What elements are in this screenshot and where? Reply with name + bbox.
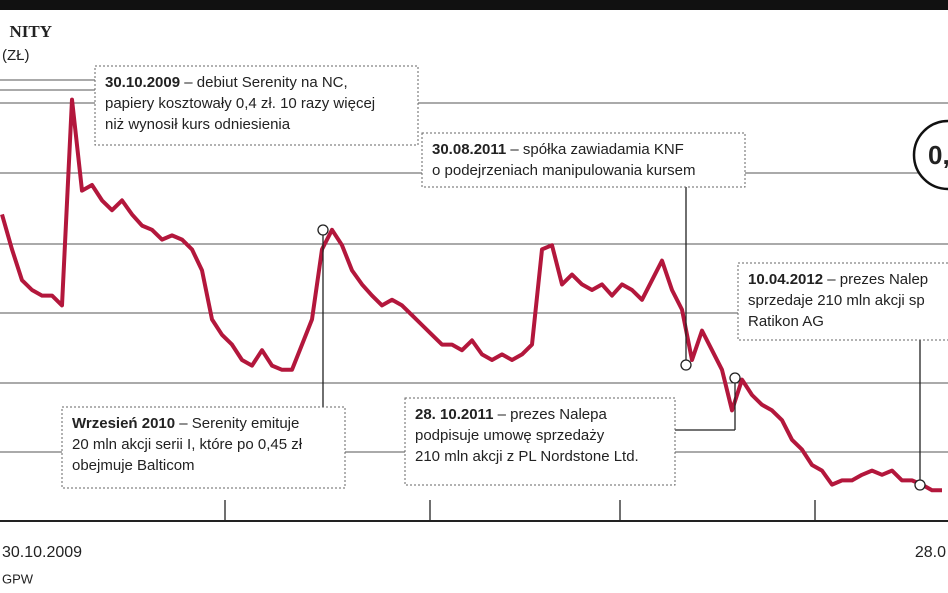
badge-text: 0,0 xyxy=(928,140,948,170)
annotation-text: 28. 10.2011 – prezes Nalepa xyxy=(415,406,607,423)
annotation-line: sprzedaje 210 mln akcji sp xyxy=(748,292,925,309)
annotation-line: papiery kosztowały 0,4 zł. 10 razy więce… xyxy=(105,95,375,112)
annotation-line: Ratikon AG xyxy=(748,313,824,330)
annotation-text: 30.08.2011 – spółka zawiadamia KNF xyxy=(432,141,684,158)
annotation-box xyxy=(404,397,676,486)
annotation-box xyxy=(61,406,346,489)
badge xyxy=(912,119,948,191)
annotation-text: 30.10.2009 – debiut Serenity na NC, xyxy=(105,74,348,91)
annotation-text: Wrzesień 2010 – Serenity emituje xyxy=(72,415,299,432)
x-tick-label: 28.0 xyxy=(915,544,946,561)
source: GPW xyxy=(2,571,34,586)
marker xyxy=(729,372,741,384)
annotation-date: 30.10.2009 xyxy=(105,74,180,91)
annotation-line: – prezes Nalepa xyxy=(493,406,607,423)
annotation-date: 10.04.2012 xyxy=(748,271,823,288)
annotation-box xyxy=(421,132,746,188)
annotation-line: – debiut Serenity na NC, xyxy=(180,74,348,91)
annotation-box xyxy=(737,262,948,341)
marker xyxy=(317,224,329,236)
annotation: 28. 10.2011 – prezes Nalepa podpisuje umo… xyxy=(404,397,676,486)
annotation-line: o podejrzeniach manipulowania kursem xyxy=(432,162,695,179)
unit-label: (ZŁ) xyxy=(2,47,30,64)
annotation-line: – prezes Nalep xyxy=(823,271,928,288)
chart-title: NITY xyxy=(9,22,52,41)
annotation-line: obejmuje Balticom xyxy=(72,457,195,474)
annotation-text: 10.04.2012 – prezes Nalep xyxy=(748,271,928,288)
top-bar xyxy=(0,0,948,10)
annotation-line: 20 mln akcji serii I, które po 0,45 zł xyxy=(72,436,303,453)
marker xyxy=(914,479,926,491)
annotation-line: 210 mln akcji z PL Nordstone Ltd. xyxy=(415,448,639,465)
plot xyxy=(0,97,942,493)
annotation-line: – spółka zawiadamia KNF xyxy=(506,141,684,158)
annotation: Wrzesień 2010 – Serenity emituje 20 mln a… xyxy=(61,406,346,489)
annotation-line: – Serenity emituje xyxy=(175,415,299,432)
annotation: 10.04.2012 – prezes Nalep sprzedaje 210 m… xyxy=(737,262,948,341)
annotation-date: Wrzesień 2010 xyxy=(72,415,175,432)
leaders xyxy=(317,187,926,491)
annotation: 30.10.2009 – debiut Serenity na NC, papie… xyxy=(94,65,419,146)
price-line xyxy=(0,97,942,493)
annotation: 30.08.2011 – spółka zawiadamia KNF o pode… xyxy=(421,132,746,188)
annotation-date: 30.08.2011 xyxy=(432,141,506,158)
marker xyxy=(680,359,692,371)
annotation-date: 28. 10.2011 xyxy=(415,406,493,423)
annotation-line: niż wynosił kurs odniesienia xyxy=(105,116,291,133)
annotation-line: podpisuje umowę sprzedaży xyxy=(415,427,605,444)
annotation-box xyxy=(94,65,419,146)
x-tick-label: 30.10.2009 xyxy=(2,544,82,561)
